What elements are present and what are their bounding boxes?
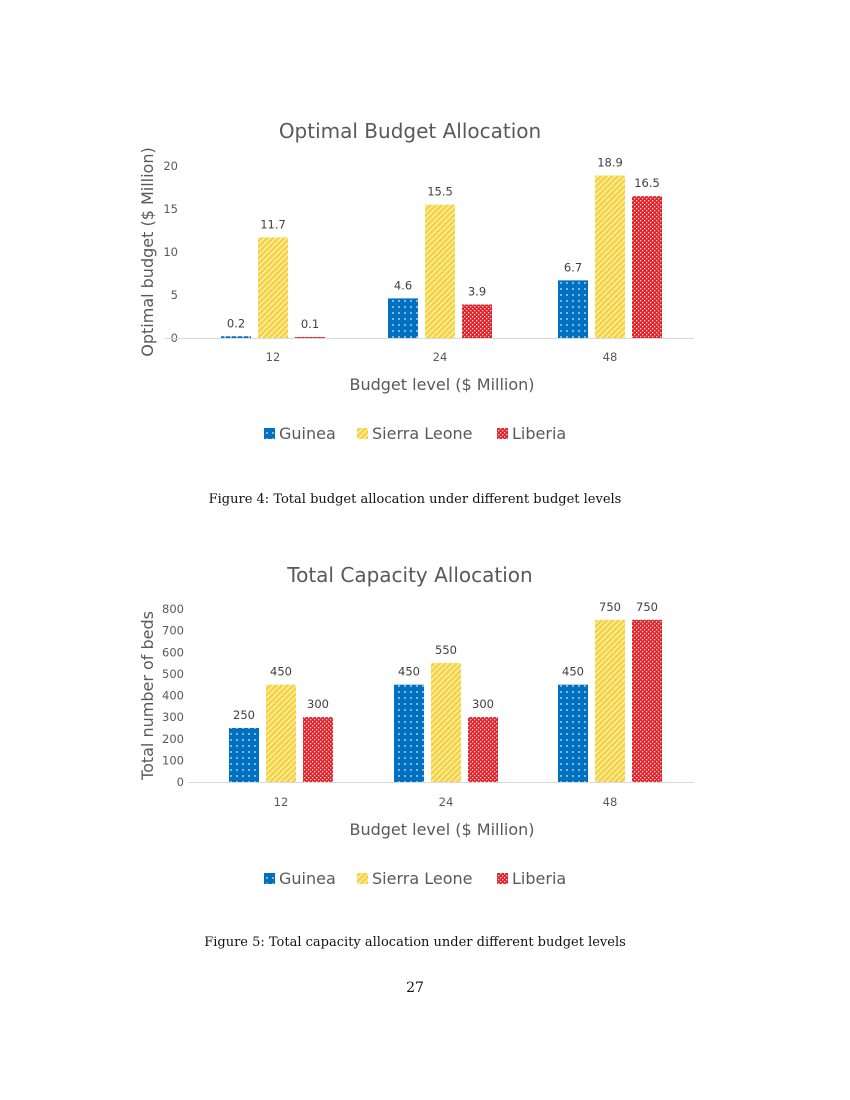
x-tick-label: 12 (274, 795, 289, 809)
legend-label: Sierra Leone (372, 869, 472, 888)
figure-5-caption: Figure 5: Total capacity allocation unde… (204, 935, 626, 950)
y-tick-label: 0 (177, 775, 184, 789)
bar-guinea (388, 298, 418, 338)
legend-swatch-guinea (264, 428, 275, 439)
bar-liberia (632, 619, 662, 782)
budget-allocation-chart: Optimal Budget Allocation Optimal budget … (138, 119, 694, 443)
data-label: 11.7 (260, 217, 286, 231)
figure-4-caption: Figure 4: Total budget allocation under … (208, 492, 622, 507)
bar-sierra-leone (595, 619, 625, 782)
chart-title: Optimal Budget Allocation (279, 119, 541, 143)
page-number: 27 (406, 980, 424, 996)
legend-swatch-liberia (497, 428, 508, 439)
y-tick-label: 600 (162, 645, 184, 659)
legend-label: Guinea (279, 869, 336, 888)
bar-guinea (394, 684, 424, 782)
data-label: 0.2 (227, 316, 245, 330)
x-axis-label: Budget level ($ Million) (349, 375, 534, 394)
y-axis-label: Optimal budget ($ Million) (138, 147, 157, 356)
bar-sierra-leone (258, 237, 288, 338)
y-tick-label: 15 (163, 202, 178, 216)
legend-label: Guinea (279, 424, 336, 443)
bar-sierra-leone (425, 204, 455, 338)
bar-guinea (229, 727, 259, 782)
chart-title: Total Capacity Allocation (286, 563, 532, 587)
y-tick-label: 100 (162, 753, 184, 767)
bar-guinea (558, 684, 588, 782)
data-label: 450 (270, 665, 292, 679)
x-tick-label: 48 (603, 795, 618, 809)
data-label: 18.9 (597, 155, 623, 169)
data-label: 450 (398, 665, 420, 679)
x-tick-label: 12 (266, 350, 281, 364)
bar-liberia (295, 337, 325, 338)
legend-swatch-sierra-leone (357, 428, 368, 439)
y-tick-label: 20 (163, 159, 178, 173)
legend-swatch-guinea (264, 873, 275, 884)
bar-guinea (221, 336, 251, 338)
capacity-allocation-chart: Total Capacity Allocation Total number of… (138, 563, 694, 888)
data-label: 0.1 (301, 317, 319, 331)
data-label: 750 (636, 600, 658, 614)
data-label: 4.6 (394, 278, 412, 292)
data-label: 300 (307, 697, 329, 711)
legend-label: Liberia (512, 869, 566, 888)
bar-sierra-leone (266, 684, 296, 782)
bar-liberia (632, 196, 662, 338)
y-tick-label: 700 (162, 624, 184, 638)
legend-label: Sierra Leone (372, 424, 472, 443)
y-tick-label: 800 (162, 602, 184, 616)
y-tick-label: 400 (162, 689, 184, 703)
y-axis-label: Total number of beds (138, 611, 157, 781)
y-tick-label: 5 (171, 288, 178, 302)
x-axis-label: Budget level ($ Million) (349, 820, 534, 839)
bar-guinea (558, 280, 588, 338)
data-label: 6.7 (564, 260, 582, 274)
legend-swatch-liberia (497, 873, 508, 884)
data-label: 300 (472, 697, 494, 711)
data-label: 450 (562, 665, 584, 679)
y-tick-label: 200 (162, 732, 184, 746)
data-label: 250 (233, 708, 255, 722)
y-tick-label: 10 (163, 245, 178, 259)
data-label: 550 (435, 643, 457, 657)
data-label: 3.9 (468, 284, 486, 298)
legend-label: Liberia (512, 424, 566, 443)
data-label: 750 (599, 600, 621, 614)
data-label: 15.5 (427, 185, 453, 199)
data-label: 16.5 (634, 176, 660, 190)
y-tick-label: 300 (162, 710, 184, 724)
bar-sierra-leone (595, 175, 625, 338)
x-tick-label: 48 (603, 350, 618, 364)
bar-liberia (303, 717, 333, 782)
legend-swatch-sierra-leone (357, 873, 368, 884)
x-tick-label: 24 (433, 350, 448, 364)
bar-liberia (468, 717, 498, 782)
bar-liberia (462, 304, 492, 338)
y-tick-label: 500 (162, 667, 184, 681)
x-tick-label: 24 (439, 795, 454, 809)
bar-sierra-leone (431, 663, 461, 782)
